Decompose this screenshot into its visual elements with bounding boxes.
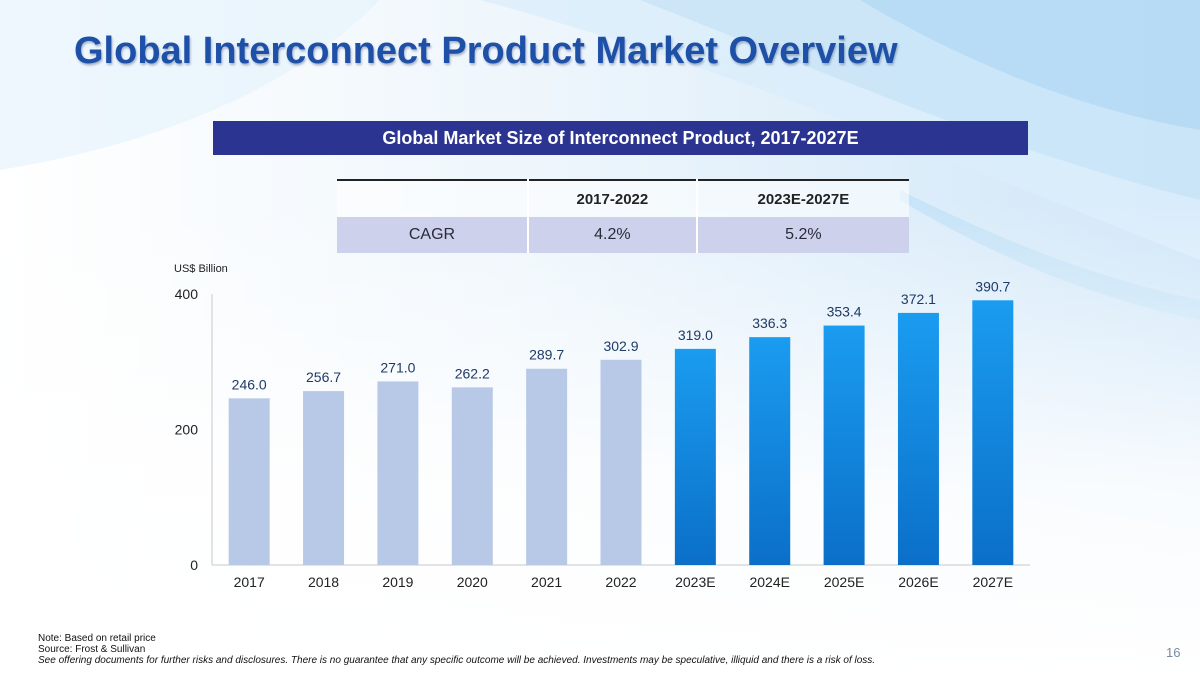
footnote-source: Source: Frost & Sullivan [38,644,146,655]
cagr-table-header-empty [337,180,528,217]
y-tick-label: 200 [175,422,199,438]
slide-title: Global Interconnect Product Market Overv… [74,30,898,72]
bar-2019 [377,381,419,565]
value-label-2023E: 319.0 [678,327,713,343]
x-tick-label-2018: 2018 [308,574,339,590]
bar-2027E [972,300,1014,565]
value-label-2021: 289.7 [529,347,564,363]
x-tick-label-2020: 2020 [457,574,488,590]
value-label-group: 246.0 256.7 271.0 262.2 289.7 302.9 319.0 336.3… [232,278,1011,392]
footnotes: Note: Based on retail price Source: Fros… [38,633,875,666]
cagr-table: 2017-2022 2023E-2027E CAGR 4.2% 5.2% [337,179,909,253]
footnote-note: Note: Based on retail price [38,633,156,644]
cagr-value-period-1: 4.2% [527,217,697,253]
x-tick-label-2023E: 2023E [675,574,715,590]
x-tick-label-2027E: 2027E [973,574,1013,590]
bar-2021 [526,368,568,565]
x-tick-label-2021: 2021 [531,574,562,590]
cagr-table-row: CAGR 4.2% 5.2% [337,217,909,253]
bar-2018 [303,391,345,565]
x-tick-label-2025E: 2025E [824,574,864,590]
bar-2025E [823,325,865,565]
cagr-table-header-period-1: 2017-2022 [527,180,697,217]
bar-2024E [749,337,791,565]
value-label-2017: 246.0 [232,376,267,392]
y-tick-label: 0 [190,557,198,573]
bar-2020 [451,387,493,565]
bar-2026E [897,312,939,565]
bar-2022 [600,359,642,565]
value-label-2026E: 372.1 [901,291,936,307]
page-number: 16 [1166,645,1181,660]
y-tick-group: 0 200 400 [175,286,199,573]
x-tick-group: 2017 2018 2019 2020 2021 2022 2023E 2024E 2025E 2… [234,574,1013,590]
value-label-2027E: 390.7 [975,278,1010,294]
x-tick-label-2024E: 2024E [749,574,789,590]
y-axis-unit-label: US$ Billion [174,263,228,275]
value-label-2019: 271.0 [380,359,415,375]
y-tick-label: 400 [175,286,199,302]
value-label-2022: 302.9 [603,338,638,354]
cagr-row-label: CAGR [337,217,528,253]
value-label-2024E: 336.3 [752,315,787,331]
footnote-disclaimer: See offering documents for further risks… [38,655,876,666]
cagr-table-header-row: 2017-2022 2023E-2027E [337,180,909,217]
x-tick-label-2022: 2022 [605,574,636,590]
cagr-value-period-2: 5.2% [695,217,909,253]
bar-2017 [228,398,270,565]
bar-group [228,300,1014,565]
x-tick-label-2019: 2019 [382,574,413,590]
value-label-2025E: 353.4 [827,304,862,320]
bar-2023E [674,348,716,565]
value-label-2018: 256.7 [306,369,341,385]
x-tick-label-2017: 2017 [234,574,265,590]
cagr-table-header-period-2: 2023E-2027E [695,180,909,217]
x-tick-label-2026E: 2026E [898,574,938,590]
chart-title-bar: Global Market Size of Interconnect Produ… [213,121,1028,155]
value-label-2020: 262.2 [455,365,490,381]
